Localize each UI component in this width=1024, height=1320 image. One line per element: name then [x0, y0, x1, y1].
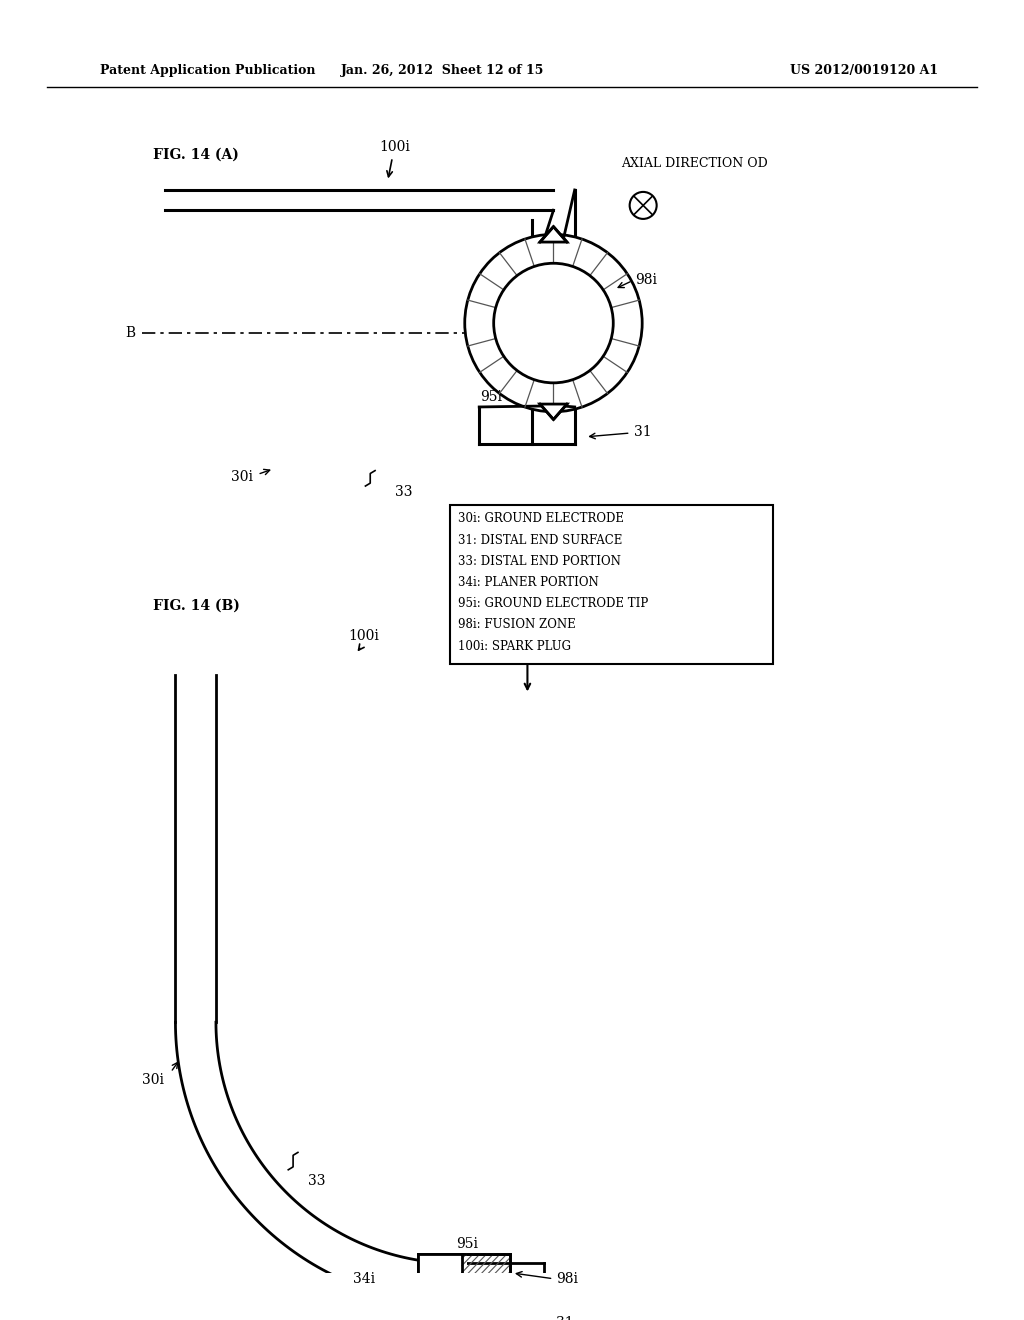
Text: 33: 33 — [395, 484, 413, 499]
Text: 95i: 95i — [480, 391, 502, 404]
Text: 100i: 100i — [379, 140, 410, 153]
Text: 31: 31 — [634, 425, 651, 440]
Circle shape — [494, 263, 613, 383]
Text: 34i: PLANER PORTION: 34i: PLANER PORTION — [458, 576, 599, 589]
Text: 33: 33 — [308, 1175, 326, 1188]
Text: 34i: 34i — [353, 1271, 375, 1286]
Text: 100i: SPARK PLUG: 100i: SPARK PLUG — [458, 640, 571, 652]
Text: FIG. 14 (B): FIG. 14 (B) — [154, 599, 241, 612]
Text: B: B — [126, 326, 136, 339]
Text: AXIAL DIRECTION OD: AXIAL DIRECTION OD — [490, 630, 638, 643]
Text: 100i: 100i — [348, 630, 379, 643]
Bar — [419, 1254, 467, 1304]
Text: 33: DISTAL END PORTION: 33: DISTAL END PORTION — [458, 554, 621, 568]
Text: 30i: 30i — [231, 470, 253, 484]
Text: 95i: 95i — [456, 1237, 477, 1251]
Polygon shape — [540, 404, 567, 420]
Text: FIG. 14 (A): FIG. 14 (A) — [154, 148, 240, 161]
Text: 30i: GROUND ELECTRODE: 30i: GROUND ELECTRODE — [458, 512, 624, 525]
Circle shape — [465, 235, 642, 412]
Text: Patent Application Publication: Patent Application Publication — [100, 63, 315, 77]
Text: Jan. 26, 2012  Sheet 12 of 15: Jan. 26, 2012 Sheet 12 of 15 — [341, 63, 544, 77]
Bar — [451, 506, 773, 664]
Text: 98i: 98i — [636, 273, 657, 286]
Text: 31: DISTAL END SURFACE: 31: DISTAL END SURFACE — [458, 533, 623, 546]
Text: 98i: FUSION ZONE: 98i: FUSION ZONE — [458, 618, 575, 631]
Text: 98i: 98i — [556, 1271, 579, 1286]
Text: AXIAL DIRECTION OD: AXIAL DIRECTION OD — [621, 157, 768, 170]
Text: 31: 31 — [556, 1316, 574, 1320]
Text: US 2012/0019120 A1: US 2012/0019120 A1 — [790, 63, 938, 77]
Text: 30i: 30i — [142, 1073, 164, 1088]
Polygon shape — [540, 227, 567, 242]
Text: B: B — [622, 326, 632, 339]
Text: 95i: GROUND ELECTRODE TIP: 95i: GROUND ELECTRODE TIP — [458, 597, 648, 610]
